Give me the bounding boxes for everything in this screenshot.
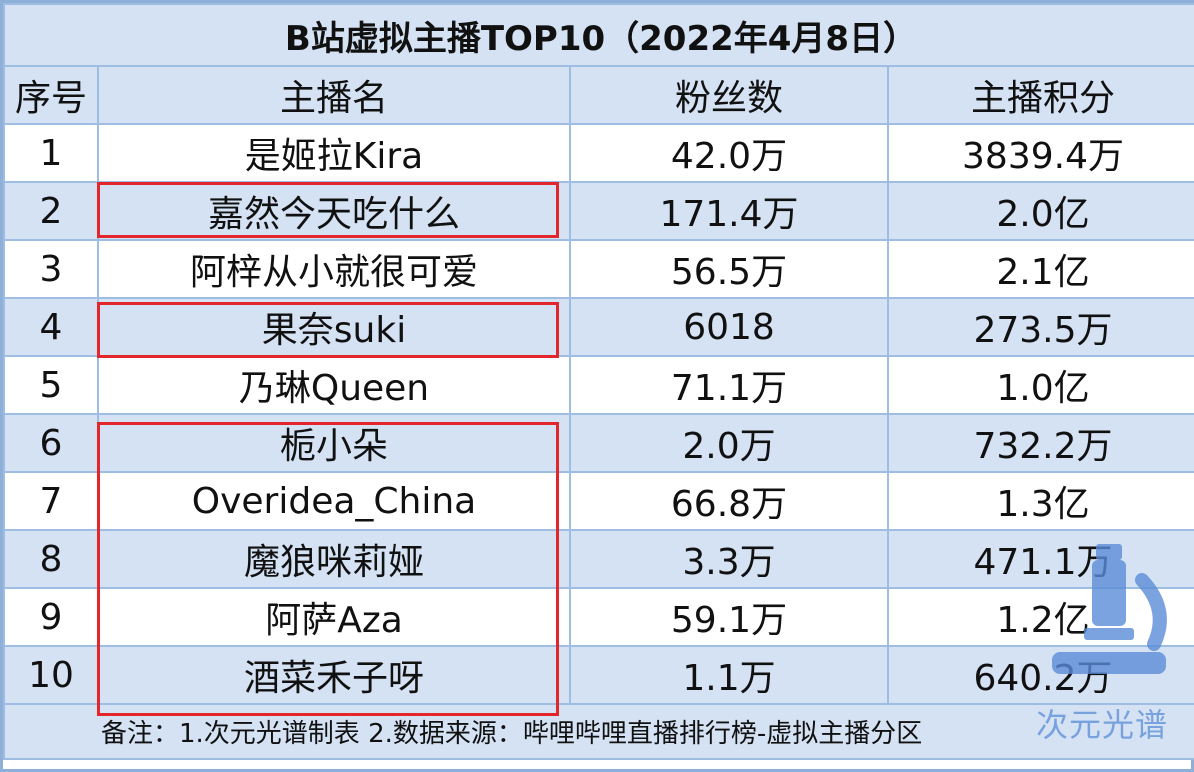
cell-name: 栀小朵 [97,413,571,473]
cell-fans: 3.3万 [569,529,889,589]
cell-name: 乃琳Queen [97,355,571,415]
watermark-text: 次元光谱 [1036,706,1169,744]
table-row: 8 魔狼咪莉娅 3.3万 471.1万 [3,529,1194,589]
cell-rank: 9 [3,587,99,647]
cell-rank: 10 [3,645,99,705]
header-score: 主播积分 [887,65,1194,125]
cell-rank: 4 [3,297,99,357]
table-row: 1 是姬拉Kira 42.0万 3839.4万 [3,123,1194,183]
cell-name: 阿梓从小就很可爱 [97,239,571,299]
cell-fans: 171.4万 [569,181,889,241]
cell-score: 1.3亿 [887,471,1194,531]
title-row: B站虚拟主播TOP10（2022年4月8日） [3,3,1194,67]
ranking-table: B站虚拟主播TOP10（2022年4月8日） 序号 主播名 粉丝数 主播积分 1… [3,3,1194,760]
cell-name: 嘉然今天吃什么 [97,181,571,241]
cell-name: 魔狼咪莉娅 [97,529,571,589]
cell-fans: 2.0万 [569,413,889,473]
table-row: 3 阿梓从小就很可爱 56.5万 2.1亿 [3,239,1194,299]
cell-rank: 5 [3,355,99,415]
header-fans: 粉丝数 [569,65,889,125]
table-row: 2 嘉然今天吃什么 171.4万 2.0亿 [3,181,1194,241]
table-row: 7 Overidea_China 66.8万 1.3亿 [3,471,1194,531]
cell-name: 是姬拉Kira [97,123,571,183]
cell-name: 果奈suki [97,297,571,357]
footnote: 备注：1.次元光谱制表 2.数据来源：哔哩哔哩直播排行榜-虚拟主播分区 [3,703,1194,760]
table-row: 10 酒菜禾子呀 1.1万 640.2万 [3,645,1194,705]
microscope-icon [1052,544,1167,674]
cell-fans: 42.0万 [569,123,889,183]
cell-rank: 1 [3,123,99,183]
cell-fans: 66.8万 [569,471,889,531]
cell-rank: 6 [3,413,99,473]
table-row: 6 栀小朵 2.0万 732.2万 [3,413,1194,473]
cell-rank: 3 [3,239,99,299]
cell-score: 732.2万 [887,413,1194,473]
cell-score: 471.1万 [887,529,1194,589]
cell-score: 1.0亿 [887,355,1194,415]
table-row: 9 阿萨Aza 59.1万 1.2亿 [3,587,1194,647]
header-row: 序号 主播名 粉丝数 主播积分 [3,65,1194,125]
table-row: 5 乃琳Queen 71.1万 1.0亿 [3,355,1194,415]
cell-fans: 6018 [569,297,889,357]
cell-name: 酒菜禾子呀 [97,645,571,705]
cell-rank: 2 [3,181,99,241]
table-title: B站虚拟主播TOP10（2022年4月8日） [3,3,1194,67]
note-row: 备注：1.次元光谱制表 2.数据来源：哔哩哔哩直播排行榜-虚拟主播分区 [3,703,1194,760]
table-row: 4 果奈suki 6018 273.5万 [3,297,1194,357]
cell-name: Overidea_China [97,471,571,531]
cell-fans: 71.1万 [569,355,889,415]
cell-name: 阿萨Aza [97,587,571,647]
cell-rank: 8 [3,529,99,589]
cell-score: 2.0亿 [887,181,1194,241]
header-name: 主播名 [97,65,571,125]
cell-fans: 59.1万 [569,587,889,647]
cell-fans: 56.5万 [569,239,889,299]
cell-score: 3839.4万 [887,123,1194,183]
cell-score: 1.2亿 [887,587,1194,647]
cell-rank: 7 [3,471,99,531]
cell-score: 2.1亿 [887,239,1194,299]
header-rank: 序号 [3,65,99,125]
cell-fans: 1.1万 [569,645,889,705]
cell-score: 273.5万 [887,297,1194,357]
